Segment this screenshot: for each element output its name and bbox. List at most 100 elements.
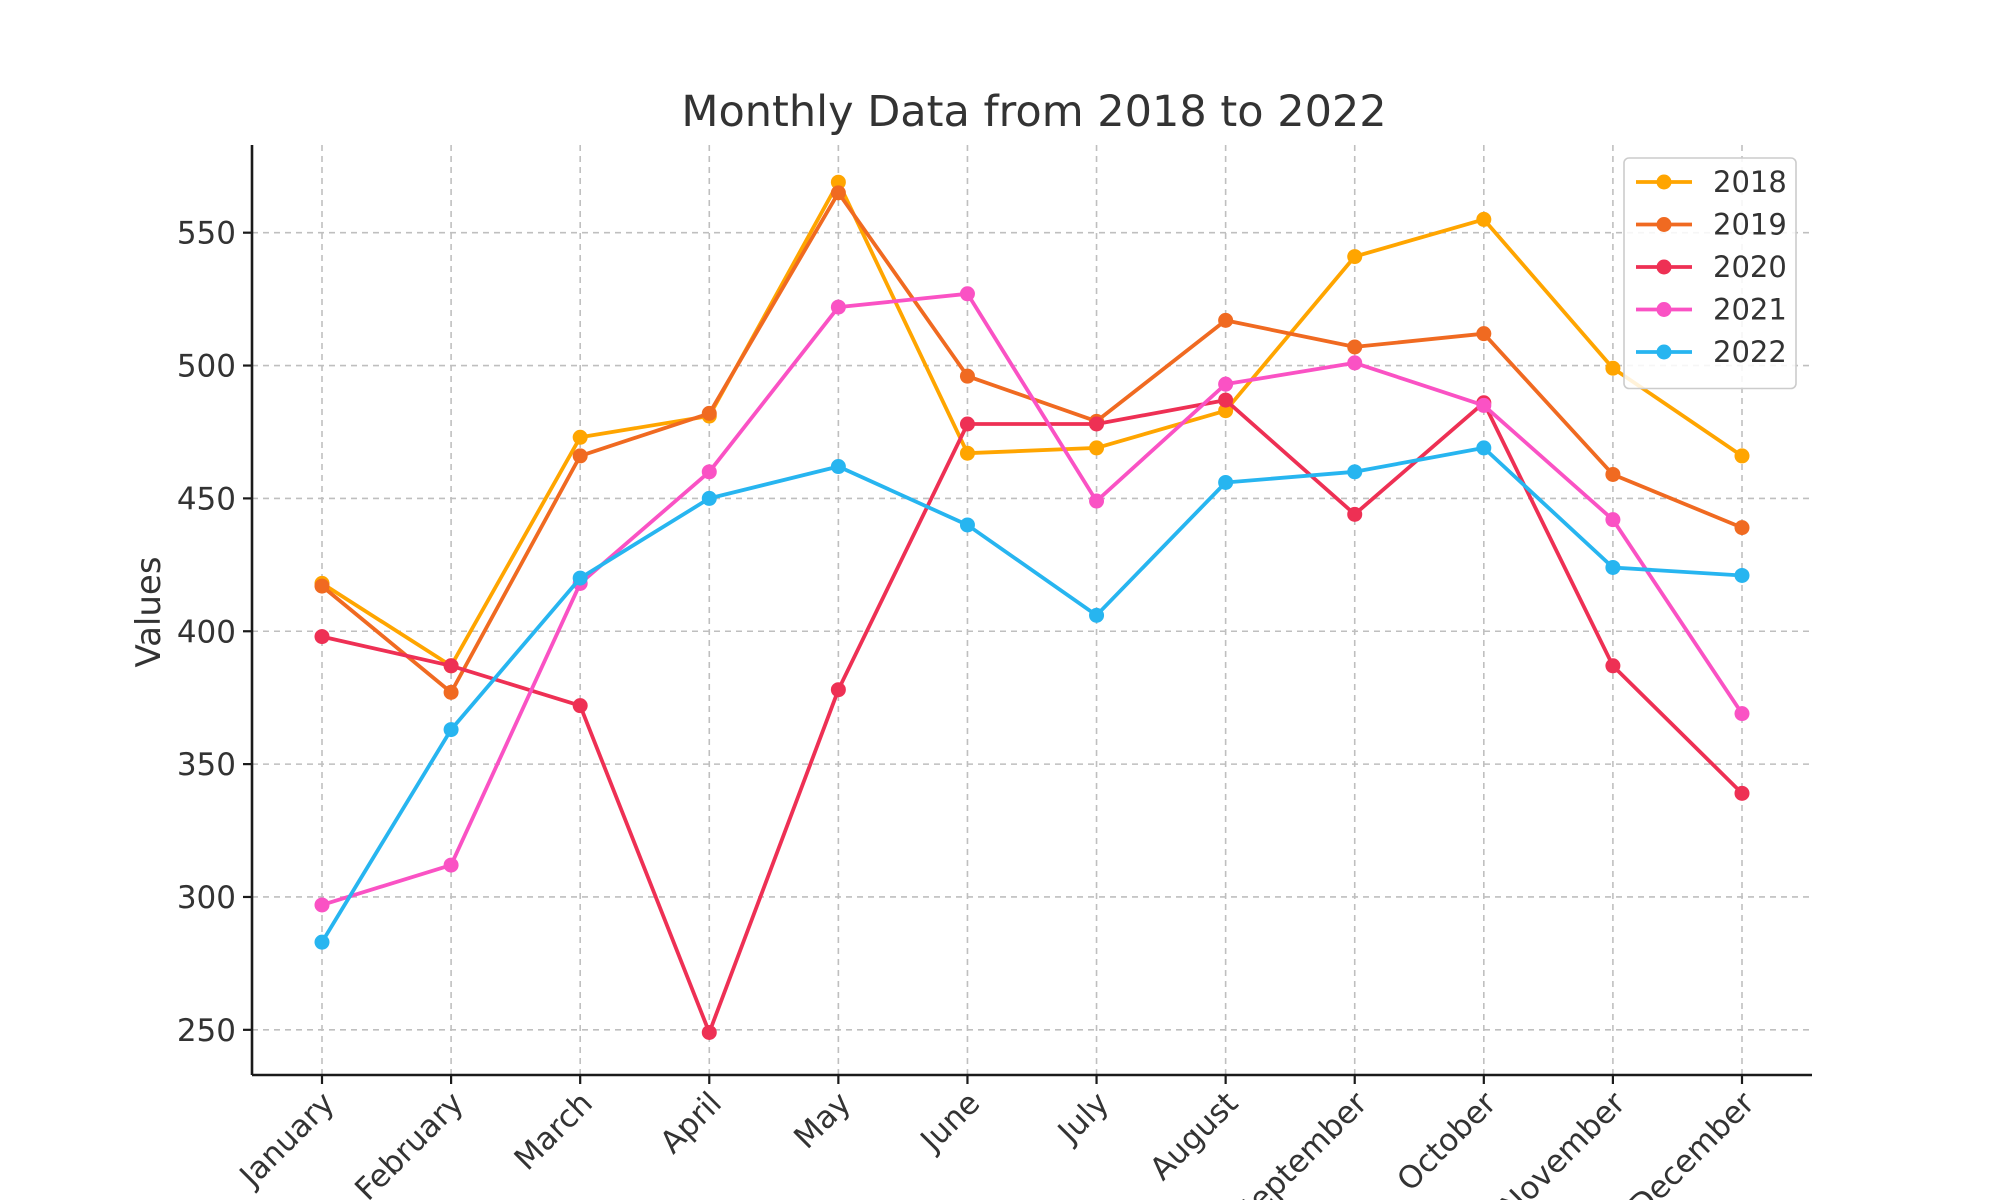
data-point [314, 578, 330, 594]
chart-title: Monthly Data from 2018 to 2022 [681, 87, 1386, 137]
legend-box [1623, 157, 1797, 390]
data-point [1605, 559, 1621, 575]
data-point [1089, 440, 1105, 456]
y-tick-label: 450 [177, 481, 236, 517]
x-tick-label: June [913, 1085, 988, 1160]
data-point [1476, 440, 1492, 456]
x-tick-label: November [1493, 1085, 1633, 1200]
series-line [320, 291, 1744, 907]
y-tick-label: 350 [177, 747, 236, 783]
data-point [959, 517, 975, 533]
data-point [1734, 706, 1750, 722]
y-axis-label: Values [129, 556, 169, 667]
data-point [1476, 326, 1492, 342]
data-point [572, 570, 588, 586]
data-point [314, 629, 330, 645]
data-point [830, 174, 846, 190]
series-line [320, 398, 1744, 1035]
y-tick-label: 400 [177, 614, 236, 650]
data-point [1347, 506, 1363, 522]
ticks: 250 300 350 400 450 500 550 January February Marc… [177, 216, 1762, 1200]
x-tick-label: February [348, 1085, 471, 1200]
data-point [959, 416, 975, 432]
data-point [1476, 397, 1492, 413]
x-tick-label: July [1050, 1085, 1116, 1151]
data-point [443, 658, 459, 674]
data-point [572, 698, 588, 714]
data-point [1734, 785, 1750, 801]
y-tick-label: 500 [177, 349, 236, 385]
series-2019 [314, 185, 1750, 700]
y-tick-label: 250 [177, 1013, 236, 1049]
data-point [1605, 466, 1621, 482]
legend-marker [1656, 174, 1672, 190]
axes [250, 145, 1812, 1077]
series-layer [314, 174, 1750, 1040]
legend-label: 2019 [1713, 208, 1787, 242]
x-tick-label: August [1143, 1085, 1245, 1187]
data-point [1734, 567, 1750, 583]
series-2020 [314, 392, 1750, 1040]
legend-marker [1656, 259, 1672, 275]
data-point [1605, 512, 1621, 528]
legend-item-2021: 2021 [1636, 293, 1787, 327]
series-2022 [314, 440, 1750, 950]
legend-marker [1656, 302, 1672, 317]
data-point [314, 897, 330, 913]
data-point [830, 682, 846, 698]
data-point [959, 445, 975, 461]
x-tick-label: May [787, 1085, 858, 1156]
series-2021 [314, 286, 1750, 913]
data-point [1605, 360, 1621, 376]
data-point [1476, 211, 1492, 227]
x-tick-label: September [1228, 1085, 1375, 1200]
x-tick-label: March [508, 1085, 600, 1177]
data-point [830, 185, 846, 201]
legend-item-2018: 2018 [1636, 165, 1787, 199]
data-point [1734, 520, 1750, 536]
data-point [1605, 658, 1621, 674]
data-point [443, 857, 459, 873]
data-point [1218, 376, 1234, 392]
series-line [320, 445, 1744, 944]
data-point [1089, 493, 1105, 509]
y-tick-label: 300 [177, 880, 236, 916]
legend-item-2020: 2020 [1636, 250, 1787, 284]
legend-label: 2018 [1713, 165, 1787, 199]
data-point [1347, 249, 1363, 265]
data-point [443, 684, 459, 700]
data-point [959, 368, 975, 384]
series-line [320, 180, 1744, 668]
legend-item-2022: 2022 [1636, 335, 1787, 369]
legend-label: 2022 [1713, 335, 1787, 369]
data-point [1218, 312, 1234, 328]
data-point [1347, 355, 1363, 371]
grid [252, 145, 1812, 1075]
data-point [701, 464, 717, 480]
data-point [1218, 392, 1234, 408]
y-tick-label: 550 [177, 216, 236, 252]
data-point [1347, 339, 1363, 355]
data-point [1218, 403, 1234, 419]
legend: 2018 2019 2020 2021 2022 [1623, 157, 1797, 390]
data-point [1734, 448, 1750, 464]
data-point [830, 459, 846, 475]
data-point [1218, 474, 1234, 490]
data-point [959, 286, 975, 302]
legend-item-2019: 2019 [1636, 208, 1787, 242]
data-point [701, 490, 717, 506]
x-tick-label: January [232, 1085, 342, 1195]
x-tick-label: April [653, 1085, 729, 1161]
data-point [443, 722, 459, 738]
legend-marker [1656, 344, 1672, 360]
data-point [701, 1024, 717, 1040]
x-tick-label: December [1623, 1085, 1762, 1200]
data-point [314, 934, 330, 950]
data-point [1089, 607, 1105, 623]
data-point [701, 405, 717, 421]
legend-label: 2021 [1713, 293, 1787, 327]
data-point [830, 299, 846, 315]
series-line [320, 190, 1744, 695]
